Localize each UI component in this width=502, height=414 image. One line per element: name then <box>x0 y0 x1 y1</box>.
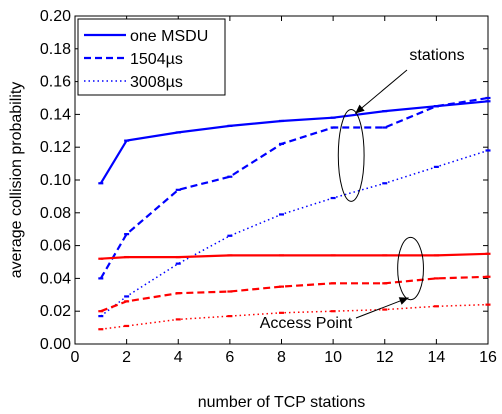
y-tick-label: 0.18 <box>40 41 71 58</box>
series-line-stations-dashed <box>99 96 489 279</box>
series-line-access-point-dashed <box>100 275 489 313</box>
stations-arrow-head <box>355 104 365 114</box>
stations-arrow-line <box>354 69 408 114</box>
x-tick-label: 8 <box>277 349 286 366</box>
y-tick-label: 0.12 <box>40 139 71 156</box>
x-tick-label: 14 <box>427 349 445 366</box>
x-axis-label: number of TCP stations <box>198 394 366 411</box>
series-line-access-point-solid <box>100 252 489 260</box>
legend-label: one MSDU <box>130 28 208 45</box>
x-tick-label: 6 <box>225 349 234 366</box>
y-tick-label: 0.04 <box>40 270 71 287</box>
stations-annotation-label: stations <box>409 47 464 64</box>
access-point-arrow-head <box>398 297 409 305</box>
legend-box <box>77 18 226 96</box>
y-tick-label: 0.06 <box>40 238 71 255</box>
series-group <box>98 96 491 331</box>
x-tick-label: 2 <box>122 349 131 366</box>
x-tick-label: 10 <box>324 349 342 366</box>
legend-label: 1504µs <box>130 51 183 68</box>
legend: one MSDU 1504µs 3008µs <box>77 18 226 96</box>
y-tick-label: 0.10 <box>40 172 71 189</box>
y-tick-label: 0.14 <box>40 106 71 123</box>
y-tick-label: 0.16 <box>40 74 71 91</box>
stations-ellipse <box>337 108 365 202</box>
y-tick-label: 0.08 <box>40 205 71 222</box>
series-line-stations-solid <box>99 100 489 184</box>
x-tick-label: 4 <box>174 349 183 366</box>
y-tick-label: 0.00 <box>40 336 71 353</box>
legend-label: 3008µs <box>130 74 183 91</box>
series-line-stations-dotted <box>100 149 489 317</box>
y-tick-label: 0.02 <box>40 303 71 320</box>
y-axis-label: average collision probability <box>8 82 25 279</box>
access-point-annotation-label: Access Point <box>260 315 353 332</box>
x-tick-label: 16 <box>479 349 497 366</box>
axes-ticks: 0 2 4 6 8 10 12 14 16 0.00 0.02 0.04 0.06 0.08 0.10 0.1… <box>40 8 497 366</box>
access-point-ellipse <box>397 236 424 301</box>
x-tick-label: 12 <box>376 349 394 366</box>
x-tick-label: 0 <box>71 349 80 366</box>
y-tick-label: 0.20 <box>40 8 71 25</box>
annotation-group: stations Access Point <box>260 47 465 332</box>
access-point-arrow-line <box>355 297 409 319</box>
